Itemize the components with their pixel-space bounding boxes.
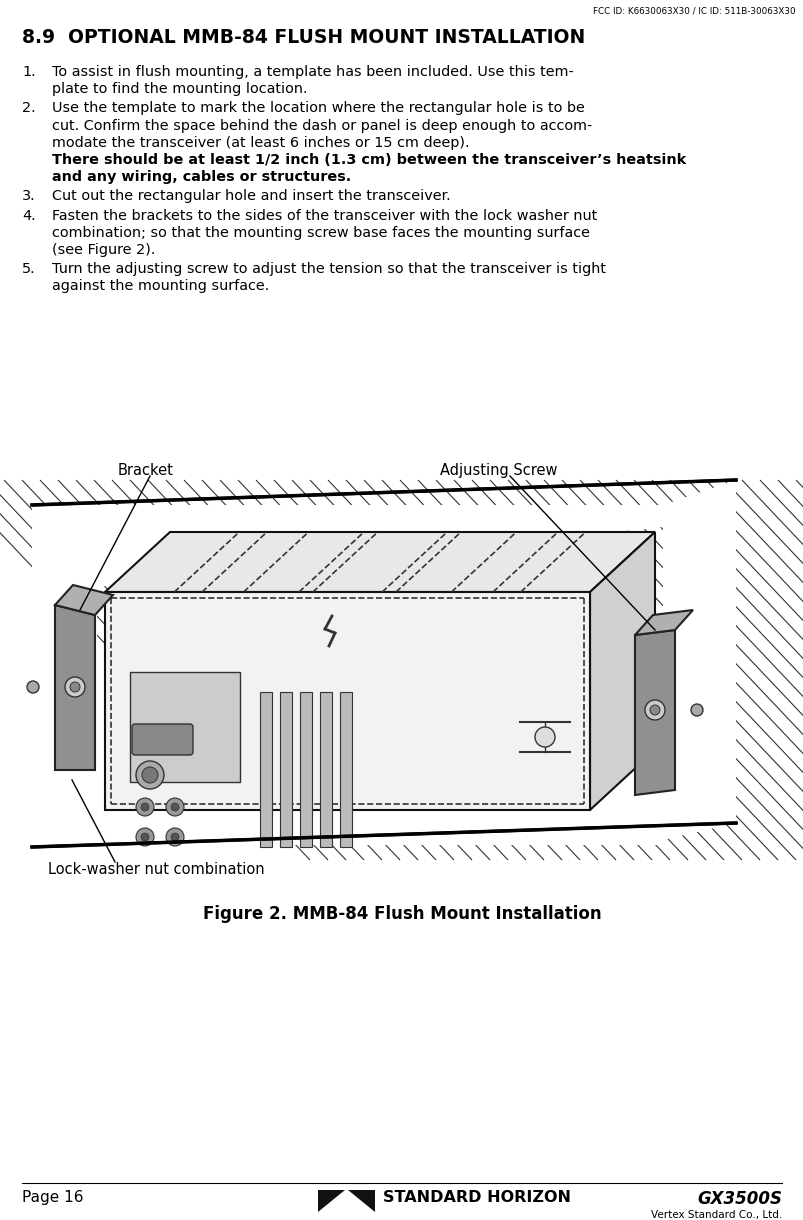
Circle shape — [165, 798, 184, 816]
Text: FCC ID: K6630063X30 / IC ID: 511B-30063X30: FCC ID: K6630063X30 / IC ID: 511B-30063X… — [593, 7, 795, 16]
Bar — [279, 692, 291, 847]
Polygon shape — [97, 505, 662, 587]
Bar — [340, 692, 352, 847]
Text: 1.: 1. — [22, 65, 35, 79]
Circle shape — [644, 700, 664, 720]
Text: STANDARD HORIZON: STANDARD HORIZON — [382, 1190, 570, 1205]
Bar — [130, 672, 240, 782]
Text: 3.: 3. — [22, 189, 35, 204]
Text: GX3500S: GX3500S — [696, 1190, 781, 1208]
Circle shape — [165, 828, 184, 845]
Text: modate the transceiver (at least 6 inches or 15 cm deep).: modate the transceiver (at least 6 inche… — [52, 135, 469, 150]
Circle shape — [141, 803, 149, 811]
Text: Lock-washer nut combination: Lock-washer nut combination — [48, 863, 264, 877]
Polygon shape — [589, 532, 654, 810]
Text: against the mounting surface.: against the mounting surface. — [52, 279, 269, 293]
Circle shape — [65, 677, 85, 697]
Polygon shape — [348, 1190, 374, 1211]
Text: Use the template to mark the location where the rectangular hole is to be: Use the template to mark the location wh… — [52, 101, 584, 116]
Circle shape — [171, 803, 179, 811]
Circle shape — [136, 798, 154, 816]
Polygon shape — [318, 1190, 344, 1211]
Text: Bracket: Bracket — [118, 464, 173, 478]
Bar — [300, 692, 312, 847]
Circle shape — [136, 828, 154, 845]
Circle shape — [141, 833, 149, 841]
Text: Adjusting Screw: Adjusting Screw — [439, 464, 556, 478]
Text: Fasten the brackets to the sides of the transceiver with the lock washer nut: Fasten the brackets to the sides of the … — [52, 209, 597, 222]
Polygon shape — [105, 532, 654, 592]
Text: combination; so that the mounting screw base faces the mounting surface: combination; so that the mounting screw … — [52, 226, 589, 240]
Circle shape — [142, 767, 158, 783]
Text: To assist in flush mounting, a template has been included. Use this tem-: To assist in flush mounting, a template … — [52, 65, 573, 79]
Polygon shape — [634, 610, 692, 634]
Text: and any wiring, cables or structures.: and any wiring, cables or structures. — [52, 171, 351, 184]
Text: 5.: 5. — [22, 262, 35, 276]
Text: Cut out the rectangular hole and insert the transceiver.: Cut out the rectangular hole and insert … — [52, 189, 450, 204]
Polygon shape — [634, 630, 675, 795]
Circle shape — [690, 704, 702, 716]
Polygon shape — [97, 755, 662, 845]
Text: There should be at least 1/2 inch (1.3 cm) between the transceiver’s heatsink: There should be at least 1/2 inch (1.3 c… — [52, 152, 686, 167]
Polygon shape — [662, 479, 735, 841]
Text: 4.: 4. — [22, 209, 35, 222]
Circle shape — [27, 681, 39, 693]
Polygon shape — [55, 605, 95, 770]
Polygon shape — [55, 586, 113, 615]
Polygon shape — [105, 592, 589, 810]
Circle shape — [171, 833, 179, 841]
Polygon shape — [32, 479, 735, 860]
Circle shape — [70, 682, 80, 692]
Text: cut. Confirm the space behind the dash or panel is deep enough to accom-: cut. Confirm the space behind the dash o… — [52, 118, 592, 133]
Bar — [259, 692, 271, 847]
Circle shape — [649, 705, 659, 715]
FancyBboxPatch shape — [132, 723, 193, 755]
Bar — [320, 692, 332, 847]
Text: 8.9  OPTIONAL MMB-84 FLUSH MOUNT INSTALLATION: 8.9 OPTIONAL MMB-84 FLUSH MOUNT INSTALLA… — [22, 28, 585, 48]
Text: Turn the adjusting screw to adjust the tension so that the transceiver is tight: Turn the adjusting screw to adjust the t… — [52, 262, 605, 276]
Text: Figure 2. MMB-84 Flush Mount Installation: Figure 2. MMB-84 Flush Mount Installatio… — [202, 905, 601, 924]
Circle shape — [136, 761, 164, 789]
Text: Page 16: Page 16 — [22, 1190, 84, 1205]
Text: Vertex Standard Co., Ltd.: Vertex Standard Co., Ltd. — [650, 1210, 781, 1220]
Polygon shape — [32, 505, 97, 847]
Circle shape — [534, 727, 554, 747]
Text: (see Figure 2).: (see Figure 2). — [52, 243, 155, 257]
Text: 2.: 2. — [22, 101, 35, 116]
Text: plate to find the mounting location.: plate to find the mounting location. — [52, 82, 307, 96]
